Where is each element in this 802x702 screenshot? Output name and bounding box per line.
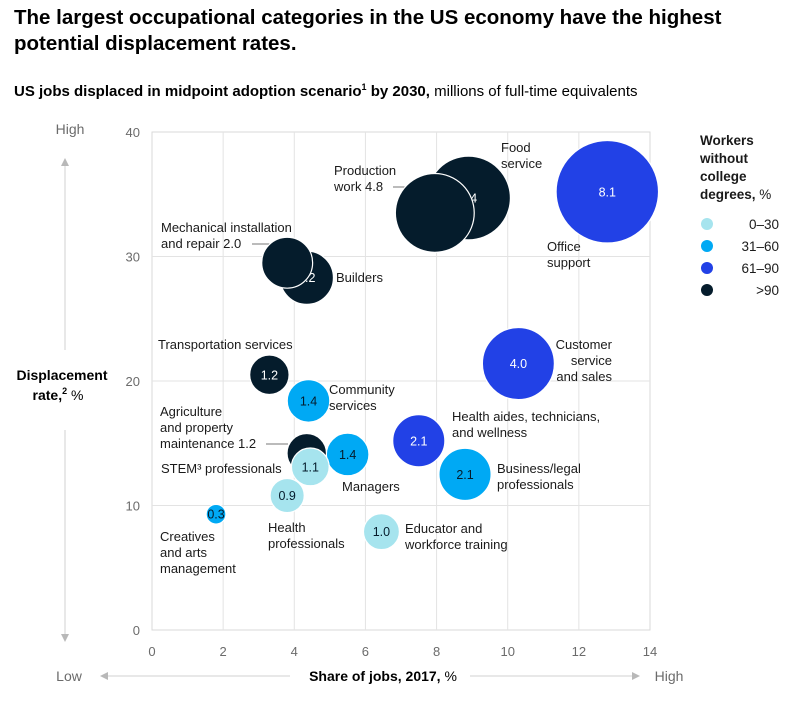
bubble-production-work [394, 172, 475, 253]
subtitle-footnote-1: 1 [362, 82, 367, 92]
bubble-customer-service-and-sales [481, 326, 555, 401]
x-axis-high-label: High [655, 668, 684, 684]
x-axis-title: Share of jobs, 2017, % [309, 668, 457, 684]
legend-label-61-90: 61–90 [741, 261, 779, 276]
legend-swatch-0-30 [701, 218, 713, 230]
label-mechanical-installation: Mechanical installation and repair 2.0 [161, 220, 292, 251]
legend-title-line-2: without [699, 151, 748, 166]
label-food-service: Food service [501, 140, 542, 171]
bubble-community-services [286, 379, 331, 423]
axis-ticks: 0 10 20 30 40 0 2 4 6 8 10 12 14 [126, 125, 658, 659]
bubble-value-educator-and-workforce-training: 1.0 [373, 525, 390, 539]
label-health-professionals: Health professionals [268, 520, 345, 551]
legend: Workers without college degrees, % 0–30 … [699, 133, 779, 298]
label-business-legal: Business/legal professionals [497, 461, 581, 492]
bubble-stem-professionals [290, 447, 330, 487]
legend-label-31-60: 31–60 [741, 239, 779, 254]
y-tick-label: 10 [126, 499, 140, 514]
y-tick-label: 20 [126, 374, 140, 389]
legend-label-0-30: 0–30 [749, 217, 779, 232]
legend-label-over-90: >90 [756, 283, 779, 298]
legend-title-line-1: Workers [700, 133, 754, 148]
bubble-value-creatives-and-arts-management: 0.3 [207, 508, 224, 522]
bubble-value-stem-professionals: 1.1 [302, 460, 319, 474]
chart-title-line-1: The largest occupational categories in t… [14, 6, 722, 29]
bubble-value-customer-service-and-sales: 4.0 [510, 357, 527, 371]
legend-title-line-4: degrees, % [700, 187, 771, 202]
bubble-value-managers: 1.4 [339, 448, 356, 462]
bubble-value-office-support: 8.1 [599, 185, 616, 199]
y-axis-high-label: High [56, 121, 85, 137]
y-direction-arrow: High [56, 121, 85, 642]
bubble-creatives-and-arts-management [205, 503, 227, 525]
y-tick-label: 0 [133, 623, 140, 638]
bubble-business-legal-professionals [438, 447, 492, 502]
category-labels: Food service Production work 4.8 Office sup… [158, 140, 613, 576]
bubble-value-health-professionals: 0.9 [278, 489, 295, 503]
y-axis-title-footnote: 2 [62, 386, 67, 396]
x-axis-title-unit: % [441, 668, 457, 684]
y-arrow-down-head [61, 634, 69, 642]
x-tick-label: 12 [572, 644, 586, 659]
label-production-work: Production work 4.8 [333, 163, 396, 194]
y-arrow-up-head [61, 158, 69, 166]
bubble-health-aides-technicians-and-wellness [392, 414, 446, 468]
y-tick-label: 30 [126, 250, 140, 265]
x-tick-label: 6 [362, 644, 369, 659]
label-stem-professionals: STEM³ professionals [161, 461, 282, 476]
subtitle-unit: millions of full-time equivalents [430, 83, 638, 100]
label-educator: Educator and workforce training [404, 521, 508, 552]
bubble-mechanical-installation-and-repair [261, 236, 314, 289]
y-axis-title-unit: % [67, 387, 83, 403]
x-tick-label: 2 [220, 644, 227, 659]
x-tick-label: 14 [643, 644, 657, 659]
y-axis-title-line-2: rate,2 % [33, 386, 84, 403]
subtitle-bold: US jobs displaced in midpoint adoption s… [14, 83, 362, 100]
x-direction-arrow: Low High [56, 668, 683, 684]
label-transportation-services: Transportation services [158, 337, 293, 352]
x-tick-label: 4 [291, 644, 298, 659]
bubble-transportation-services [249, 354, 290, 396]
label-builders: Builders [336, 270, 383, 285]
x-tick-label: 10 [500, 644, 514, 659]
bubble-value-community-services: 1.4 [300, 394, 317, 408]
legend-swatch-over-90 [701, 284, 713, 296]
y-axis-title-rate: rate, [33, 387, 63, 403]
bubble-health-professionals [269, 477, 305, 514]
x-tick-label: 0 [148, 644, 155, 659]
label-creatives: Creatives and arts management [160, 529, 236, 576]
chart-title-line-2: potential displacement rates. [14, 32, 297, 55]
legend-swatch-31-60 [701, 240, 713, 252]
bubble-value-business-legal-professionals: 2.1 [456, 468, 473, 482]
label-managers: Managers [342, 479, 400, 494]
subtitle-bold-tail: by 2030, [367, 83, 430, 100]
x-axis-title-bold: Share of jobs, 2017, [309, 668, 441, 684]
bubbles: 8.15.44.02.22.12.11.41.41.21.11.00.90.3 [205, 139, 660, 551]
bubble-value-health-aides-technicians-and-wellness: 2.1 [410, 434, 427, 448]
legend-title-line-3: college [700, 169, 747, 184]
y-axis-title-line-1: Displacement [16, 367, 107, 383]
label-agriculture: Agriculture and property maintenance 1.2 [160, 404, 256, 451]
label-health-aides: Health aides, technicians, and wellness [452, 409, 600, 440]
bubble-office-support [555, 139, 660, 244]
label-office-support: Office support [547, 239, 591, 270]
x-arrow-right-head [632, 672, 640, 680]
label-customer-service: Customer service and sales [556, 337, 613, 384]
bubble-value-transportation-services: 1.2 [261, 368, 278, 382]
y-tick-label: 40 [126, 125, 140, 140]
x-axis-low-label: Low [56, 668, 83, 684]
x-arrow-left-head [100, 672, 108, 680]
bubble-educator-and-workforce-training [362, 513, 401, 551]
chart-subtitle: US jobs displaced in midpoint adoption s… [14, 82, 638, 100]
label-community-services: Community services [329, 382, 395, 413]
x-tick-label: 8 [433, 644, 440, 659]
legend-swatch-61-90 [701, 262, 713, 274]
